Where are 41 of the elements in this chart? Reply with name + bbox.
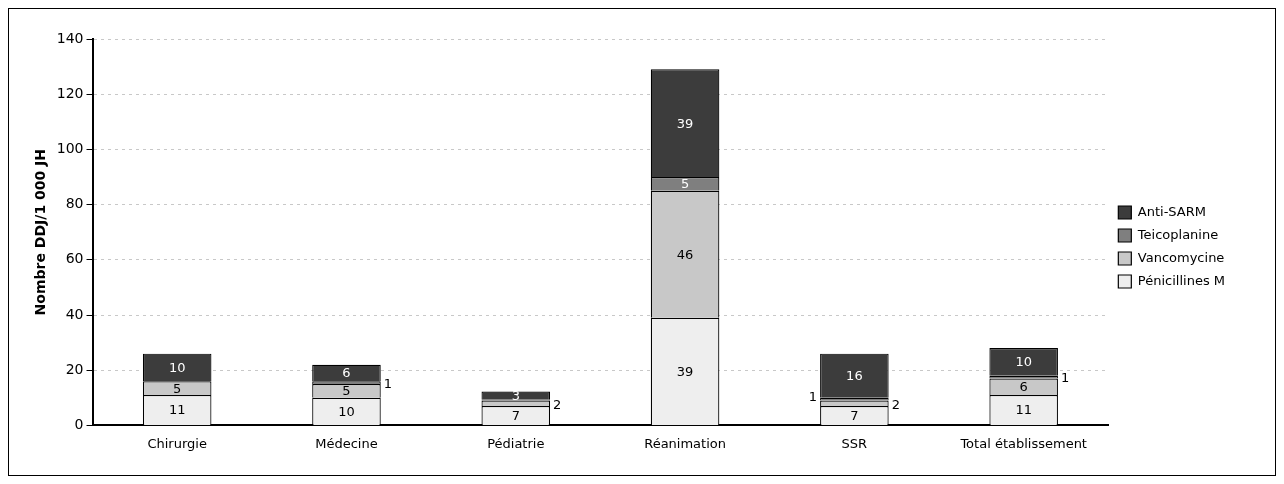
data-label: 10 <box>338 403 355 419</box>
y-tick-label: 140 <box>56 29 84 46</box>
data-label: 39 <box>676 115 694 131</box>
data-label: 1 <box>808 388 818 404</box>
y-tick-label: 20 <box>65 360 84 377</box>
data-label: 2 <box>891 396 900 412</box>
x-tick-label: Réanimation <box>644 435 726 451</box>
legend-label: Teicoplanine <box>1136 226 1219 242</box>
y-tick-label: 40 <box>65 305 84 322</box>
x-tick-label: Total établissement <box>959 435 1087 451</box>
y-tick-label: 80 <box>65 195 84 212</box>
y-tick-label: 0 <box>74 416 84 433</box>
data-label: 6 <box>1019 379 1028 395</box>
data-label: 7 <box>850 407 859 423</box>
data-label: 39 <box>676 363 694 379</box>
y-tick-label: 60 <box>65 250 84 267</box>
x-tick-label: Médecine <box>315 435 378 451</box>
data-label: 3 <box>511 387 520 403</box>
legend-label: Pénicillines M <box>1137 272 1226 288</box>
data-label: 1 <box>1060 370 1070 386</box>
data-label: 1 <box>383 375 393 391</box>
data-label: 10 <box>168 359 186 375</box>
legend-label: Anti-SARM <box>1137 203 1206 219</box>
data-label: 2 <box>553 396 562 412</box>
x-tick-label: Pédiatrie <box>487 435 545 451</box>
data-label: 46 <box>676 246 694 262</box>
data-label: 5 <box>173 380 182 396</box>
data-label: 6 <box>342 365 351 381</box>
y-tick-label: 100 <box>56 140 84 157</box>
legend-label: Vancomycine <box>1137 249 1225 265</box>
data-label: 7 <box>511 407 520 423</box>
data-label: 5 <box>342 383 351 399</box>
data-label: 16 <box>846 368 863 384</box>
data-label: 5 <box>680 176 690 192</box>
x-tick-label: SSR <box>841 435 868 451</box>
data-label: 10 <box>1015 354 1032 370</box>
data-label: 11 <box>1015 402 1032 418</box>
y-axis-title: Nombre DDJ/1 000 JH <box>32 148 49 316</box>
data-label: 11 <box>168 402 186 418</box>
y-tick-label: 120 <box>56 84 84 101</box>
x-tick-label: Chirurgie <box>147 435 207 451</box>
